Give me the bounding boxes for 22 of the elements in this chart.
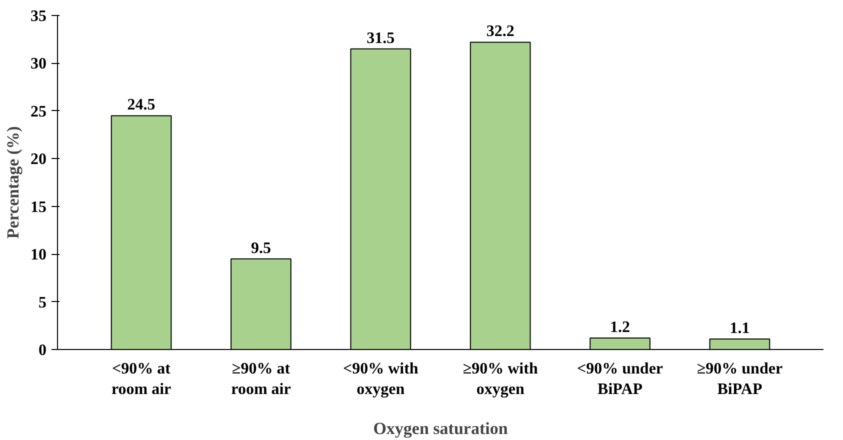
y-tick-label: 30 bbox=[30, 56, 46, 73]
x-tick-label: ≥90% at room air bbox=[231, 360, 291, 398]
x-axis-title: Oxygen saturation bbox=[373, 418, 508, 438]
y-tick-label: 25 bbox=[30, 103, 46, 120]
x-tick-label: <90% at room air bbox=[111, 360, 172, 398]
y-tick-label: 20 bbox=[30, 151, 46, 168]
x-tick-label: ≥90% under BiPAP bbox=[696, 360, 783, 398]
y-tick-label: 15 bbox=[30, 198, 46, 216]
x-tick-label: <90% with oxygen bbox=[342, 360, 418, 398]
data-label: 1.2 bbox=[610, 319, 630, 336]
x-tick-label: ≥90% with oxygen bbox=[462, 360, 538, 398]
y-tick-label: 35 bbox=[30, 8, 46, 25]
y-axis-title: Percentage (%) bbox=[4, 126, 22, 239]
data-label: 9.5 bbox=[250, 240, 271, 257]
data-label: 31.5 bbox=[366, 30, 395, 47]
y-tick-label: 10 bbox=[30, 246, 46, 264]
data-label: 1.1 bbox=[730, 320, 750, 338]
data-label: 32.2 bbox=[486, 23, 514, 40]
x-tick-label: <90% under BiPAP bbox=[577, 360, 664, 398]
data-label: 24.5 bbox=[127, 96, 156, 114]
y-tick-label: 0 bbox=[38, 342, 46, 359]
y-tick-label: 5 bbox=[38, 294, 46, 312]
